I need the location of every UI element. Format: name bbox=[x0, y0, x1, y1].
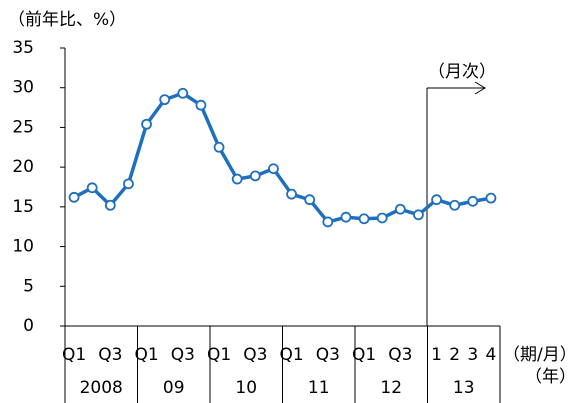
group-label: 12 bbox=[380, 378, 402, 398]
data-point bbox=[394, 203, 406, 215]
data-point bbox=[431, 194, 442, 206]
data-point bbox=[68, 191, 80, 203]
group-label: 10 bbox=[235, 378, 257, 398]
x-tick-label: Q1 bbox=[134, 345, 158, 365]
data-point bbox=[322, 216, 334, 228]
data-point bbox=[485, 192, 497, 204]
x-axis-label: （期/月） bbox=[503, 345, 577, 365]
data-point bbox=[449, 199, 461, 211]
x-tick-label: Q3 bbox=[171, 345, 195, 365]
group-label: 13 bbox=[453, 378, 475, 398]
data-point bbox=[123, 178, 134, 190]
data-point bbox=[268, 163, 279, 175]
y-tick-label: 25 bbox=[12, 117, 34, 137]
y-tick-label: 35 bbox=[12, 38, 34, 58]
data-point bbox=[104, 199, 116, 211]
y-tick-label: 10 bbox=[12, 237, 34, 257]
y-tick-label: 0 bbox=[23, 316, 34, 336]
data-point bbox=[177, 87, 189, 99]
data-point bbox=[249, 170, 261, 182]
data-point bbox=[159, 94, 171, 106]
data-point bbox=[358, 213, 370, 225]
x-tick-label: Q3 bbox=[388, 345, 412, 365]
x-tick-label: Q1 bbox=[207, 345, 231, 365]
data-point bbox=[413, 209, 424, 221]
x-tick-label: 3 bbox=[467, 345, 478, 365]
y-tick-label: 30 bbox=[12, 78, 34, 98]
annotation: （月次） bbox=[428, 62, 496, 82]
x-tick-label: Q3 bbox=[316, 345, 340, 365]
data-point bbox=[213, 141, 225, 153]
data-point bbox=[467, 195, 479, 207]
y-tick-label: 15 bbox=[12, 197, 34, 217]
x-tick-label: 4 bbox=[486, 345, 497, 365]
x-tick-label: Q3 bbox=[98, 345, 122, 365]
y-tick-label: 5 bbox=[23, 276, 34, 296]
group-label: 11 bbox=[308, 378, 330, 398]
data-point bbox=[286, 188, 297, 200]
data-point bbox=[141, 118, 152, 130]
group-label: 09 bbox=[163, 378, 185, 398]
x-tick-label: 2 bbox=[449, 345, 460, 365]
x-tick-label: Q1 bbox=[62, 345, 86, 365]
data-point bbox=[86, 182, 98, 194]
arrow-head bbox=[474, 81, 486, 95]
x-tick-label: Q1 bbox=[352, 345, 376, 365]
x-tick-label: Q3 bbox=[243, 345, 267, 365]
group-label: 2008 bbox=[80, 378, 123, 398]
data-point bbox=[376, 212, 388, 224]
y-tick-label: 20 bbox=[12, 157, 34, 177]
data-point bbox=[304, 194, 316, 206]
data-point bbox=[195, 99, 207, 111]
x2-axis-label: （年） bbox=[525, 367, 576, 387]
data-point bbox=[231, 173, 243, 185]
data-point bbox=[340, 211, 352, 223]
x-tick-label: 1 bbox=[431, 345, 442, 365]
data-line bbox=[73, 91, 492, 224]
y-axis-label: （前年比、%） bbox=[8, 10, 126, 30]
x-tick-label: Q1 bbox=[279, 345, 303, 365]
